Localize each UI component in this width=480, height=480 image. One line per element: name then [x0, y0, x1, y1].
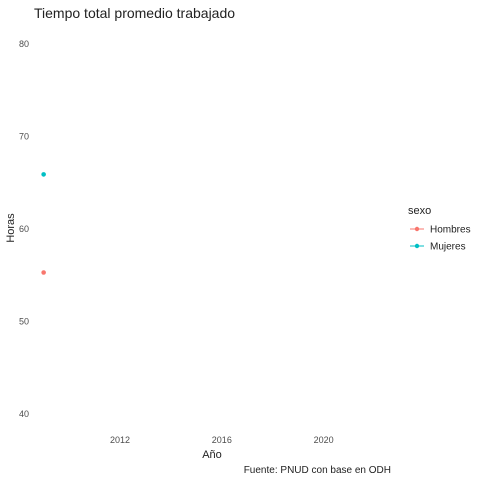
- chart-title: Tiempo total promedio trabajado: [34, 5, 235, 21]
- legend-title: sexo: [408, 205, 431, 217]
- y-tick-label: 50: [19, 317, 29, 327]
- y-axis: 40 50 60 70 80: [19, 39, 29, 419]
- chart-caption: Fuente: PNUD con base en ODH: [244, 465, 391, 476]
- x-tick-label: 2016: [212, 435, 232, 445]
- plot-area: [41, 172, 46, 275]
- y-tick-label: 40: [19, 409, 29, 419]
- legend: sexo Hombres Mujeres: [408, 205, 471, 253]
- y-tick-label: 60: [19, 224, 29, 234]
- data-point-hombres: [41, 270, 46, 275]
- legend-key-point: [414, 243, 420, 249]
- y-tick-label: 80: [19, 39, 29, 49]
- y-axis-label: Horas: [5, 213, 17, 243]
- data-point-mujeres: [41, 172, 46, 177]
- x-tick-label: 2020: [314, 435, 334, 445]
- y-tick-label: 70: [19, 131, 29, 141]
- legend-label-hombres: Hombres: [430, 225, 471, 236]
- legend-key-point: [414, 226, 420, 232]
- legend-label-mujeres: Mujeres: [430, 242, 466, 253]
- x-axis: 2012 2016 2020: [110, 435, 334, 445]
- x-axis-label: Año: [202, 449, 222, 461]
- x-tick-label: 2012: [110, 435, 130, 445]
